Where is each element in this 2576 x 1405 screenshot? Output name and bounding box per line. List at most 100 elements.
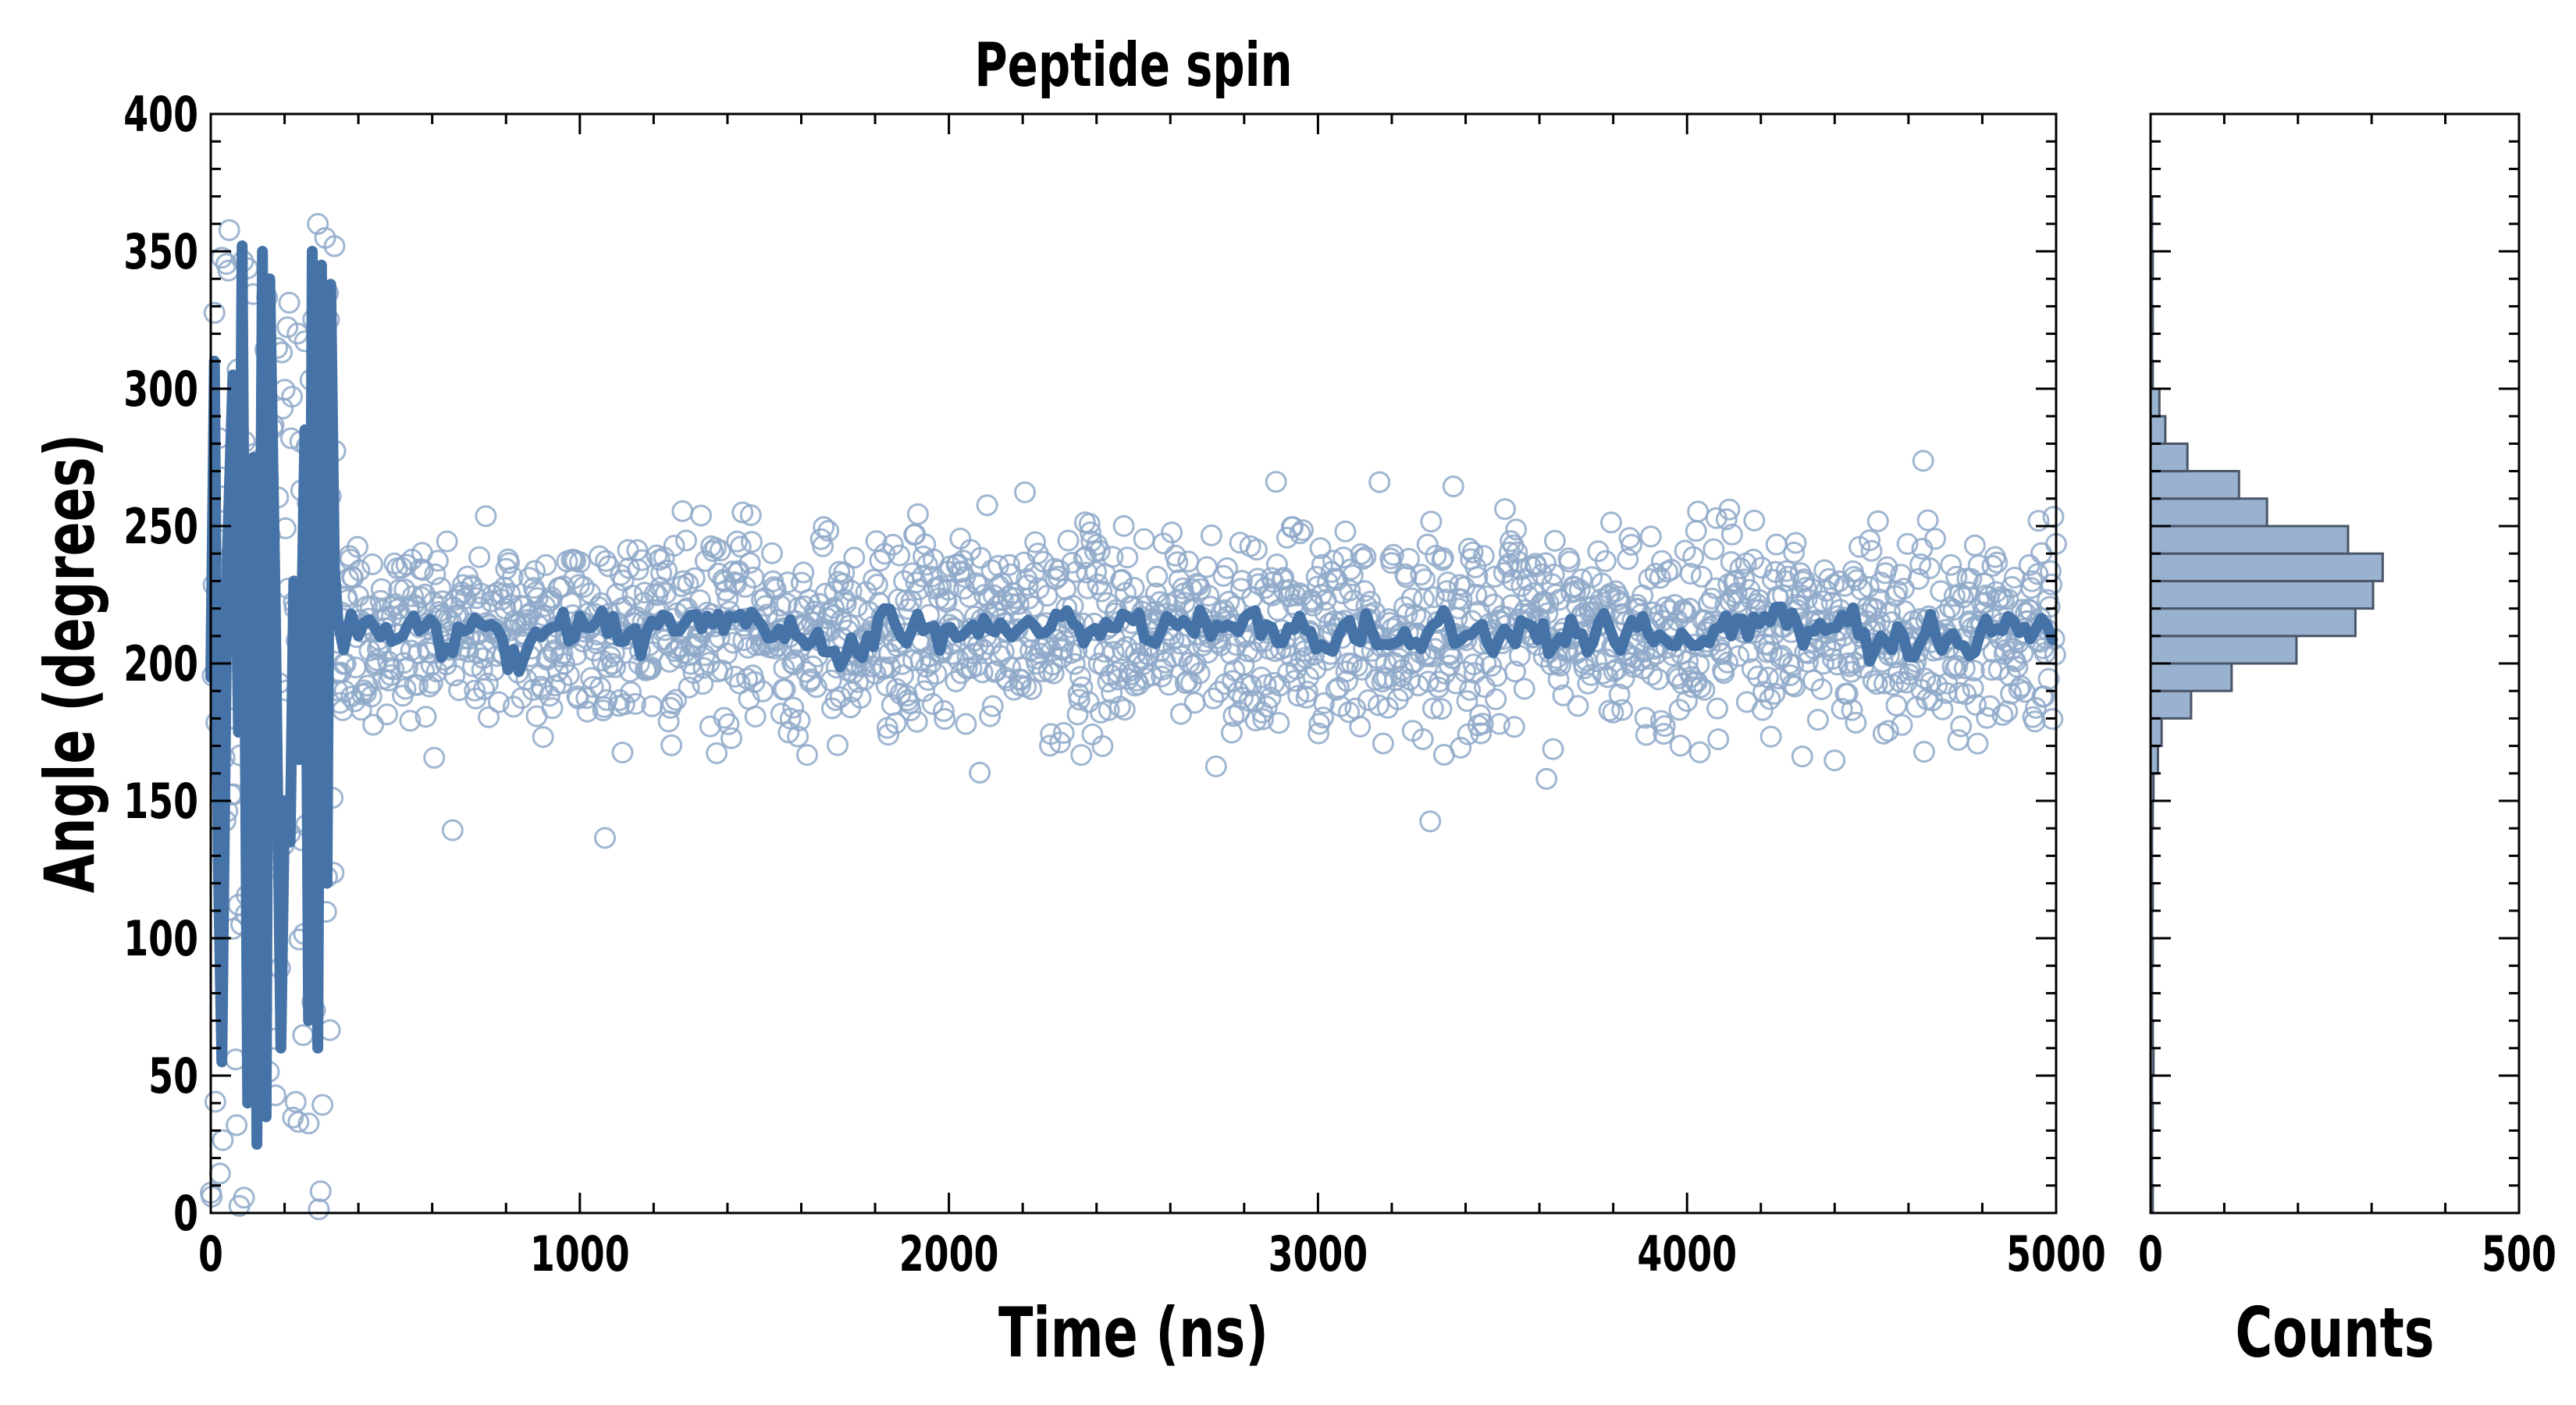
- scatter-point: [899, 699, 922, 722]
- scatter-point: [1068, 688, 1091, 711]
- histogram-bar: [2149, 442, 2189, 473]
- scatter-point: [1552, 684, 1574, 706]
- histogram-bar: [2149, 525, 2350, 555]
- scatter-point: [726, 530, 749, 553]
- scatter-point: [2011, 599, 2033, 621]
- scatter-point: [1334, 520, 1357, 542]
- scatter-point: [353, 679, 375, 702]
- scatter-point: [424, 563, 447, 585]
- scatter-point: [1866, 510, 1889, 532]
- scatter-point: [309, 1180, 332, 1203]
- scatter-point: [518, 567, 540, 589]
- histogram-x-axis-label: Counts: [2235, 1293, 2434, 1373]
- scatter-point: [1283, 670, 1306, 692]
- y-tick-label: 200: [123, 635, 198, 692]
- scatter-point: [1200, 524, 1222, 546]
- scatter-point: [1416, 533, 1439, 556]
- scatter-point: [399, 710, 422, 732]
- scatter-point: [541, 697, 564, 720]
- scatter-point: [1465, 583, 1488, 606]
- scatter-point: [1727, 645, 1750, 667]
- scatter-point: [1244, 710, 1267, 731]
- scatter-point: [621, 585, 644, 607]
- scatter-point: [620, 681, 642, 703]
- scatter-point: [1470, 722, 1493, 745]
- scatter-point: [1997, 588, 2019, 610]
- scatter-point: [499, 582, 521, 605]
- scatter-point: [203, 301, 226, 324]
- scatter-point: [1422, 586, 1445, 609]
- scatter-point: [921, 692, 944, 715]
- histogram-x-tick-labels: 0 500: [2138, 1225, 2556, 1282]
- scatter-point: [535, 553, 557, 576]
- scatter-point: [1986, 551, 2008, 574]
- scatter-point: [278, 291, 301, 314]
- scatter-point: [1594, 550, 1617, 572]
- scatter-point: [323, 235, 346, 258]
- scatter-point: [557, 663, 580, 686]
- scatter-point: [282, 1106, 304, 1129]
- x-axis-label: Time (ns): [998, 1293, 1268, 1373]
- time-series-panel: 0 1000 2000 3000 4000 5000 0 50 100 150 200 250 300…: [30, 30, 2106, 1373]
- scatter-point: [1859, 529, 1881, 552]
- y-tick-label: 350: [123, 223, 198, 280]
- scatter-point: [722, 631, 745, 654]
- scatter-point: [827, 734, 849, 756]
- scatter-point: [1867, 588, 1890, 610]
- x-tick-label: 5000: [2006, 1225, 2106, 1282]
- scatter-point: [675, 529, 697, 552]
- scatter-point: [1759, 725, 1782, 748]
- scatter-point: [672, 570, 695, 592]
- scatter-point: [671, 500, 694, 522]
- scatter-point: [1715, 508, 1738, 531]
- scatter-point: [1161, 521, 1183, 544]
- histogram-ticks: [2149, 112, 2521, 1215]
- scatter-point: [1442, 475, 1464, 498]
- scatter-point: [1101, 546, 1124, 568]
- scatter-point: [1600, 511, 1622, 534]
- scatter-point: [1308, 722, 1330, 745]
- y-tick-label: 300: [123, 361, 198, 418]
- scatter-point: [1688, 741, 1711, 763]
- scatter-point: [478, 706, 500, 728]
- scatter-point: [981, 695, 1004, 717]
- scatter-point: [1707, 728, 1730, 751]
- x-tick-label: 3000: [1268, 1225, 1368, 1282]
- scatter-point: [613, 693, 635, 716]
- scatter-point: [1965, 693, 1987, 716]
- scatter-point: [465, 587, 488, 610]
- scatter-point: [1204, 755, 1227, 777]
- scatter-point: [475, 505, 497, 528]
- scatter-point: [1400, 587, 1423, 610]
- scatter-point: [1339, 579, 1361, 602]
- histogram-bars: [2149, 195, 2384, 1215]
- scatter-point: [1313, 692, 1336, 714]
- scatter-point: [1245, 539, 1268, 561]
- scatter-point: [468, 546, 491, 568]
- scatter-point: [1919, 557, 1941, 579]
- scatter-point: [1183, 692, 1206, 714]
- scatter-point: [1421, 697, 1444, 720]
- scatter-point: [1963, 534, 1986, 557]
- scatter-point: [1088, 539, 1111, 562]
- scatter-point: [1488, 713, 1510, 735]
- scatter-point: [678, 676, 700, 699]
- scatter-point: [627, 558, 649, 581]
- main-ticks: [209, 112, 2058, 1215]
- scatter-point: [1462, 653, 1485, 676]
- scatter-point: [2041, 573, 2063, 596]
- scatter-point: [1461, 541, 1484, 564]
- scatter-point: [532, 726, 554, 749]
- scatter-point: [287, 1111, 310, 1133]
- scatter-point: [2037, 667, 2060, 690]
- scatter-point: [888, 544, 911, 567]
- histogram-bar: [2149, 689, 2193, 720]
- scatter-point: [1542, 738, 1564, 760]
- scatter-point: [1113, 699, 1136, 721]
- scatter-point: [1547, 668, 1570, 691]
- scatter-point: [1279, 578, 1301, 601]
- scatter-point: [1506, 541, 1528, 564]
- scatter-point: [969, 761, 991, 784]
- scatter-point: [1388, 647, 1410, 670]
- scatter-point: [402, 585, 424, 607]
